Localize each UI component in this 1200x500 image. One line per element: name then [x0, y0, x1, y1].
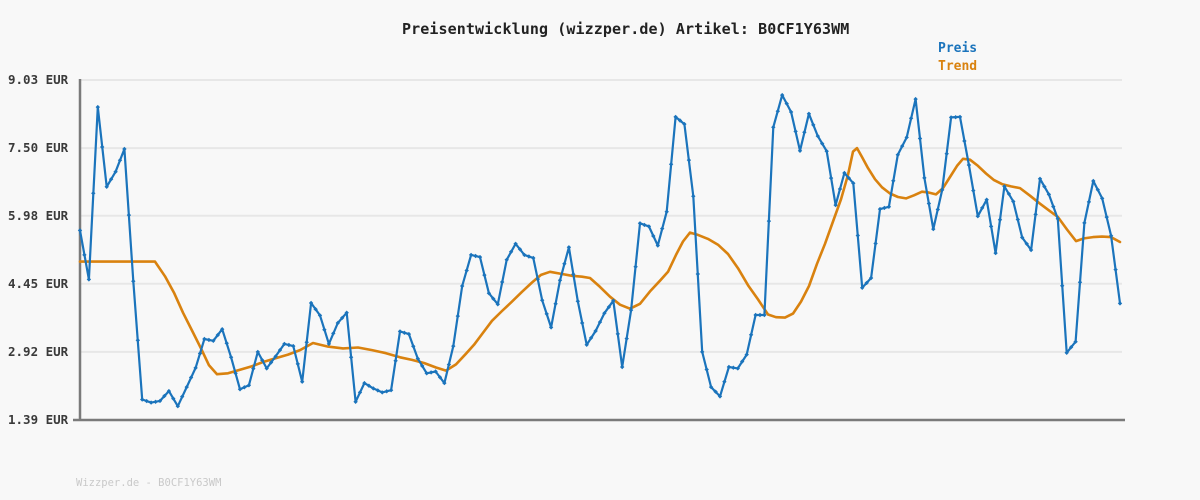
legend-preis-label: Preis [938, 41, 978, 56]
watermark: Wizzper.de - B0CF1Y63WM [76, 477, 222, 489]
preis-markers [77, 92, 1123, 409]
y-tick-label: 5.98 EUR [8, 207, 69, 223]
chart-legend: Preis Trend [938, 40, 977, 76]
y-tick-label: 4.45 EUR [8, 275, 69, 291]
axes [73, 79, 1125, 422]
page-title: Preisentwicklung (wizzper.de) Artikel: B… [402, 20, 850, 38]
y-tick-label: 7.50 EUR [8, 140, 69, 156]
y-tick-label: 9.03 EUR [8, 72, 69, 87]
legend-trend-label: Trend [938, 59, 978, 74]
y-tick-label: 1.39 EUR [8, 412, 69, 427]
y-tick-label: 2.92 EUR [8, 343, 69, 359]
trend-line [78, 146, 1122, 376]
